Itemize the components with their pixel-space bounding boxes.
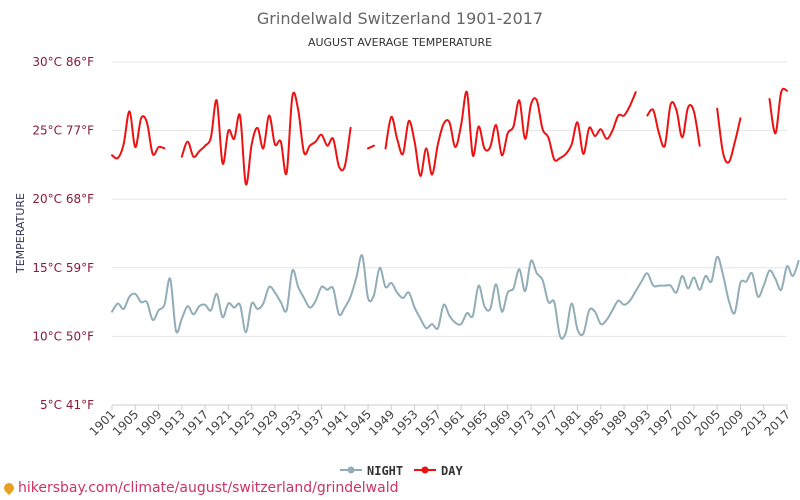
x-tick-label-1981: 1981 xyxy=(552,407,583,438)
y-tick-label-20: 20°C 68°F xyxy=(32,192,94,206)
legend-day-marker xyxy=(421,466,429,474)
x-tick-label-1905: 1905 xyxy=(110,407,141,438)
x-tick-label-1973: 1973 xyxy=(506,407,537,438)
series-lines xyxy=(111,87,800,340)
y-axis-ticks: 5°C 41°F 10°C 50°F 15°C 59°F 20°C 68°F 25°C … xyxy=(32,55,94,412)
series-line-night xyxy=(111,254,800,340)
y-tick-label-10: 10°C 50°F xyxy=(32,329,94,343)
x-tick-label-1969: 1969 xyxy=(482,407,513,438)
x-tick-label-1957: 1957 xyxy=(412,407,443,438)
x-tick-label-1965: 1965 xyxy=(459,407,490,438)
x-tick-label-1953: 1953 xyxy=(389,407,420,438)
x-tick-label-1997: 1997 xyxy=(645,407,676,438)
x-tick-label-1909: 1909 xyxy=(133,407,164,438)
x-tick-label-1921: 1921 xyxy=(203,407,234,438)
legend-night-marker xyxy=(347,466,355,474)
footer-url: hikersbay.com/climate/august/switzerland… xyxy=(18,480,399,496)
x-tick-label-1933: 1933 xyxy=(273,407,304,438)
y-tick-label-30: 30°C 86°F xyxy=(32,55,94,69)
x-tick-label-1925: 1925 xyxy=(226,407,257,438)
x-tick-label-1929: 1929 xyxy=(250,407,281,438)
grid-lines xyxy=(112,61,787,406)
x-tick-label-1961: 1961 xyxy=(436,407,467,438)
location-pin-icon xyxy=(1,480,17,496)
y-tick-label-15: 15°C 59°F xyxy=(32,261,94,275)
x-tick-label-1985: 1985 xyxy=(575,407,606,438)
chart-title: Grindelwald Switzerland 1901-2017 xyxy=(257,9,543,28)
x-tick-label-2001: 2001 xyxy=(669,407,700,438)
legend-item-day[interactable]: DAY xyxy=(414,464,463,478)
x-tick-label-2017: 2017 xyxy=(762,407,793,438)
legend-day-label: DAY xyxy=(441,464,463,478)
series-line-day xyxy=(111,87,788,186)
y-tick-label-5: 5°C 41°F xyxy=(40,398,94,412)
y-tick-label-25: 25°C 77°F xyxy=(32,124,94,138)
y-axis-label: TEMPERATURE xyxy=(14,193,27,274)
x-tick-label-1949: 1949 xyxy=(366,407,397,438)
x-tick-label-1945: 1945 xyxy=(343,407,374,438)
x-tick-label-1993: 1993 xyxy=(622,407,653,438)
x-tick-label-2005: 2005 xyxy=(692,407,723,438)
legend-item-night[interactable]: NIGHT xyxy=(340,464,403,478)
x-tick-label-2013: 2013 xyxy=(738,407,769,438)
chart-subtitle: AUGUST AVERAGE TEMPERATURE xyxy=(308,36,492,49)
x-tick-label-1917: 1917 xyxy=(180,407,211,438)
legend[interactable]: NIGHT DAY xyxy=(340,464,463,478)
footer-link[interactable]: hikersbay.com/climate/august/switzerland… xyxy=(1,480,399,496)
x-tick-label-1989: 1989 xyxy=(599,407,630,438)
x-tick-label-1913: 1913 xyxy=(156,407,187,438)
legend-night-label: NIGHT xyxy=(367,464,403,478)
x-tick-label-2009: 2009 xyxy=(715,407,746,438)
x-tick-label-1937: 1937 xyxy=(296,407,327,438)
x-tick-label-1941: 1941 xyxy=(319,407,350,438)
x-axis-ticks: 1901190519091913191719211925192919331937… xyxy=(87,405,793,439)
x-tick-label-1977: 1977 xyxy=(529,407,560,438)
